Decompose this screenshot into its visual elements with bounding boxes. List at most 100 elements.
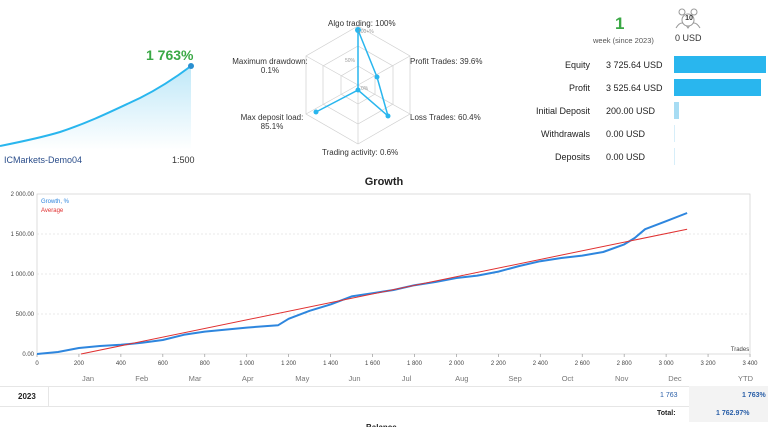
- balance-title-partial: Balance: [366, 423, 397, 427]
- table-divider: [0, 386, 768, 387]
- stat-value: 3 725.64 USD: [606, 60, 663, 70]
- growth-chart-series: [36, 212, 688, 355]
- stats-panel: Equity 3 725.64 USD Profit 3 525.64 USD …: [520, 56, 768, 171]
- month-header-aug: Aug: [455, 374, 469, 383]
- month-header-apr: Apr: [241, 374, 254, 383]
- radar-scale-50: 50%: [345, 58, 356, 64]
- x-tick-label: 3 400: [742, 361, 758, 367]
- stat-label: Equity: [564, 60, 590, 70]
- mini-growth-chart: [0, 63, 194, 150]
- stat-row-deposits: Deposits 0.00 USD: [520, 148, 768, 171]
- y-tick-label: 1 500.00: [11, 232, 35, 238]
- total-label: Total:: [657, 410, 676, 417]
- dec-value[interactable]: 1 763: [660, 392, 678, 399]
- deposit-load-caption: Max deposit load:: [240, 113, 304, 122]
- growth-chart-title: Growth: [364, 176, 404, 188]
- monthly-table: Jan Feb Mar Apr May Jun Jul Aug Sep Oct Nov Dec YTD…: [0, 372, 768, 427]
- month-header-row: Jan Feb Mar Apr May Jun Jul Aug Sep Oct Nov Dec: [0, 372, 768, 384]
- stat-bar: [674, 79, 761, 96]
- weeks-label: week (since 2023): [593, 36, 654, 45]
- x-tick-label: 1 800: [407, 361, 423, 367]
- month-header-may: May: [295, 374, 310, 383]
- stat-row-equity: Equity 3 725.64 USD: [520, 56, 768, 79]
- x-axis-title: Trades: [731, 347, 749, 353]
- radar-label-algo: Algo trading: 100%: [328, 19, 396, 28]
- x-tick-label: 600: [158, 361, 169, 367]
- stat-bar-empty: [674, 148, 675, 165]
- x-tick-label: 1 400: [323, 361, 339, 367]
- mini-chart-line: [0, 65, 192, 147]
- total-value: 1 762.97%: [716, 410, 750, 417]
- stat-label: Profit: [568, 83, 590, 93]
- subscription-price: 0 USD: [675, 33, 702, 43]
- x-tick-label: 200: [74, 361, 85, 367]
- x-tick-label: 400: [116, 361, 127, 367]
- x-tick-label: 2 200: [491, 361, 507, 367]
- year-divider: [48, 386, 49, 406]
- drawdown-caption: Maximum drawdown:: [232, 57, 308, 66]
- stat-row-withdrawals: Withdrawals 0.00 USD: [520, 125, 768, 148]
- month-header-feb: Feb: [135, 374, 149, 383]
- x-tick-label: 2 400: [533, 361, 549, 367]
- stat-label: Initial Deposit: [535, 106, 590, 116]
- y-tick-label: 1 000.00: [11, 272, 35, 278]
- radar-label-drawdown: Maximum drawdown: 0.1%: [230, 57, 310, 75]
- radar-point-algo: [355, 27, 361, 33]
- stat-bar-empty: [674, 125, 675, 142]
- drawdown-value: 0.1%: [260, 66, 280, 75]
- radar-label-loss-trades: Loss Trades: 60.4%: [410, 113, 481, 122]
- stat-label: Withdrawals: [540, 129, 590, 139]
- x-tick-label: 1 600: [365, 361, 381, 367]
- total-cell: [689, 406, 768, 422]
- stat-value: 0.00 USD: [606, 129, 646, 139]
- ytd-header: YTD: [738, 374, 753, 383]
- stat-row-initial-deposit: Initial Deposit 200.00 USD: [520, 102, 768, 125]
- x-tick-label: 2 600: [575, 361, 591, 367]
- month-header-dec: Dec: [668, 374, 682, 383]
- month-header-jan: Jan: [82, 374, 95, 383]
- radar-point-profit: [374, 74, 380, 80]
- growth-chart: 0.00 500.00 1 000.00 1 500.00 2 000.00 0 200 4…: [11, 192, 759, 367]
- average-series-line: [80, 228, 688, 355]
- radar-scale-0: 0%: [361, 86, 369, 92]
- mini-chart-area: [0, 66, 191, 150]
- radar-scale-100: 100+%: [358, 29, 374, 35]
- growth-series-line: [36, 212, 688, 355]
- radar-point-loss: [385, 113, 391, 119]
- subscribers-count: 10: [685, 15, 693, 22]
- stat-bar: [674, 56, 766, 73]
- radar-point-deposit-load: [313, 109, 319, 115]
- growth-chart-x-axis: 0 200 400 600 800 1 000 1 200 1 400 1 600 1 800 2 …: [35, 361, 758, 367]
- x-tick-label: 0: [35, 361, 39, 367]
- mini-chart-end-point: [188, 63, 194, 69]
- x-tick-label: 2 000: [449, 361, 465, 367]
- x-tick-label: 3 200: [701, 361, 717, 367]
- year-label: 2023: [18, 392, 36, 401]
- table-divider: [0, 406, 768, 407]
- deposit-load-value: 85.1%: [260, 122, 284, 131]
- gain-percentage: 1 763%: [146, 47, 194, 63]
- weeks-count: 1: [615, 14, 625, 33]
- radar-label-deposit-load: Max deposit load: 85.1%: [238, 113, 306, 131]
- x-tick-label: 1 000: [239, 361, 255, 367]
- legend-average: Average: [41, 208, 64, 214]
- stat-row-profit: Profit 3 525.64 USD: [520, 79, 768, 102]
- ytd-cell: [689, 386, 768, 406]
- stat-bar: [674, 102, 679, 119]
- ytd-value: 1 763%: [742, 392, 766, 399]
- x-tick-label: 2 800: [617, 361, 633, 367]
- x-tick-label: 1 200: [281, 361, 297, 367]
- stat-label: Deposits: [554, 152, 590, 162]
- month-header-jul: Jul: [401, 374, 412, 383]
- radar-label-profit-trades: Profit Trades: 39.6%: [410, 57, 483, 66]
- radar-label-trading-activity: Trading activity: 0.6%: [322, 148, 399, 157]
- stat-value: 0.00 USD: [606, 152, 646, 162]
- growth-chart-y-axis: 0.00 500.00 1 000.00 1 500.00 2 000.00: [11, 192, 35, 358]
- account-server[interactable]: ICMarkets-Demo04: [4, 155, 83, 165]
- legend-growth: Growth, %: [41, 199, 70, 205]
- stat-value: 3 525.64 USD: [606, 83, 663, 93]
- stat-value: 200.00 USD: [606, 106, 656, 116]
- radar-chart: [305, 25, 411, 145]
- month-header-oct: Oct: [561, 374, 574, 383]
- leverage: 1:500: [172, 155, 195, 165]
